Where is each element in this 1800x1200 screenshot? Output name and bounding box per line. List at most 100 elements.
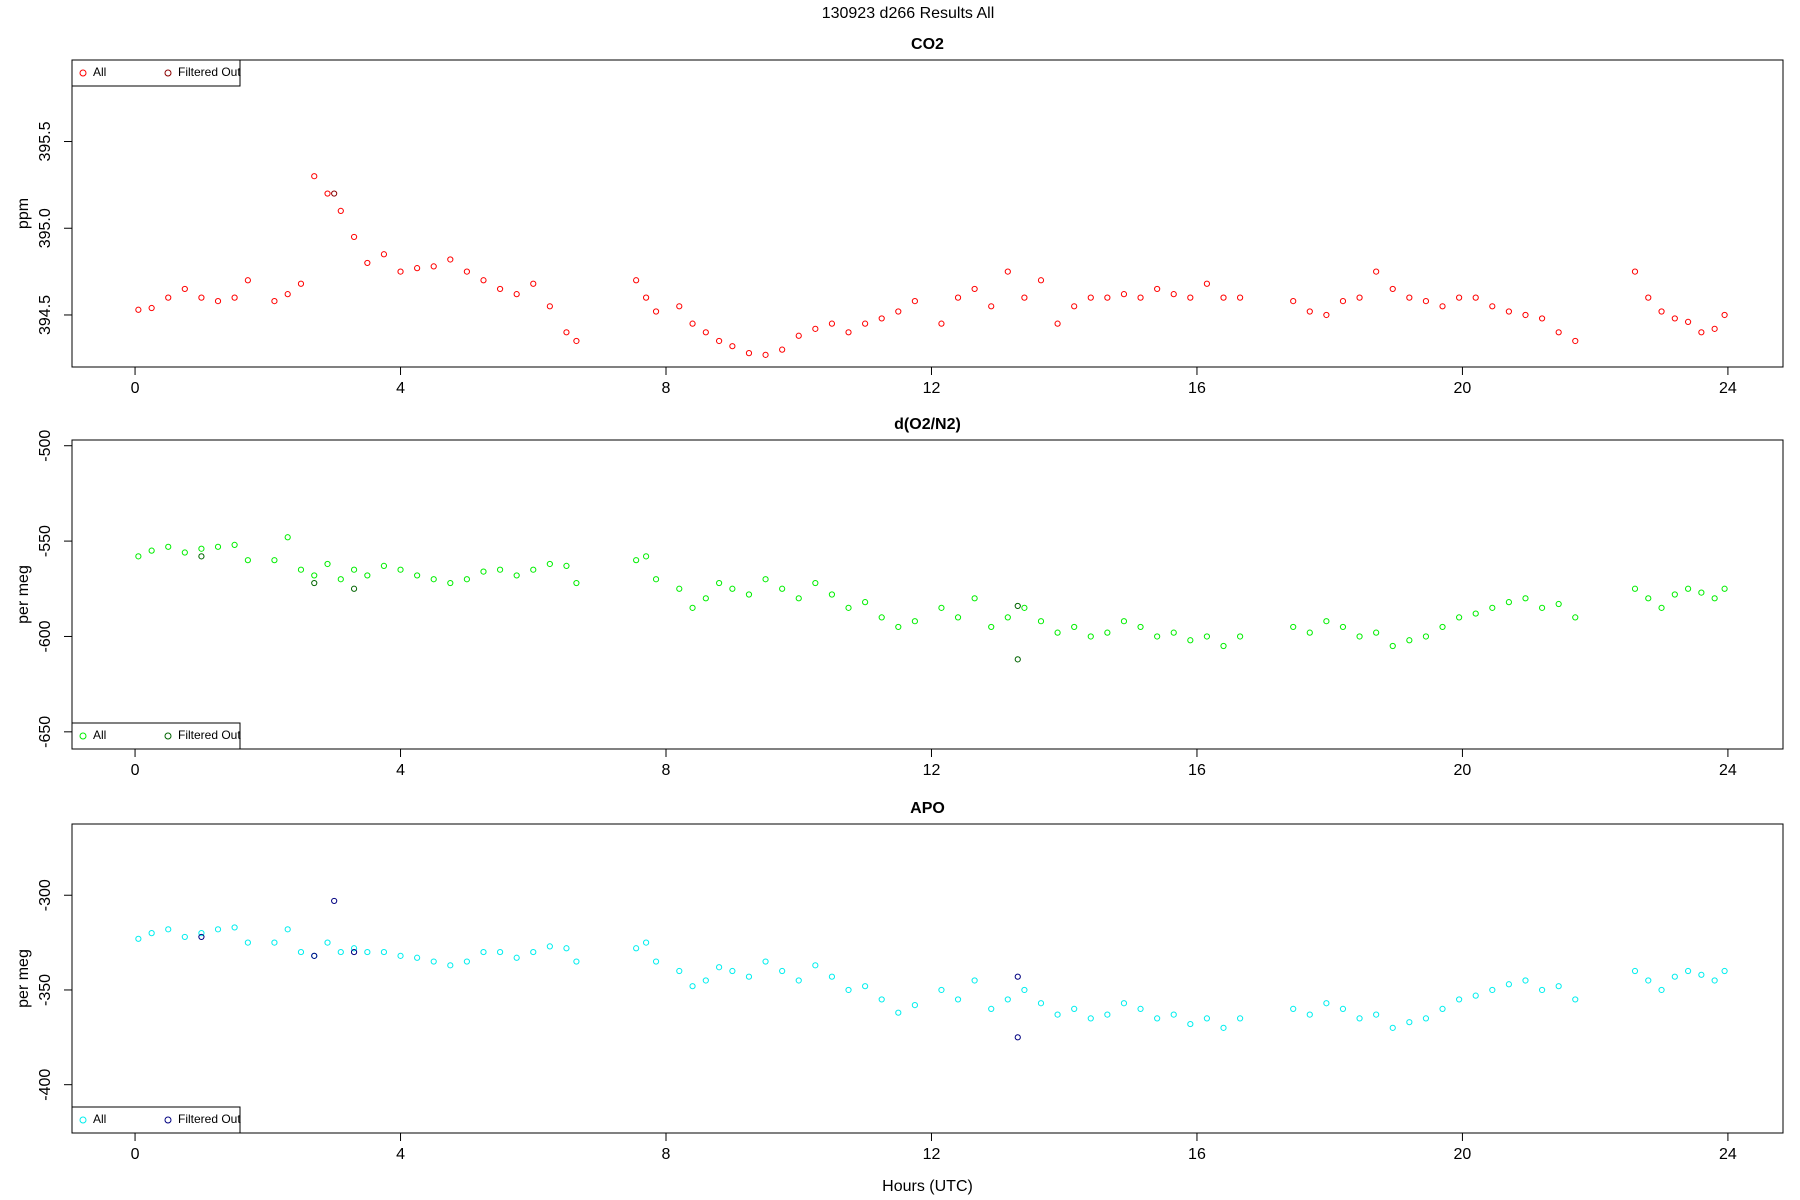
data-point xyxy=(380,251,388,258)
data-point xyxy=(284,534,291,541)
data-point xyxy=(1522,977,1529,984)
data-point xyxy=(337,207,344,214)
data-point xyxy=(762,576,769,583)
data-point xyxy=(1071,623,1078,631)
data-point xyxy=(828,973,836,980)
data-point xyxy=(1522,595,1529,602)
data-point xyxy=(1137,294,1144,301)
data-point xyxy=(214,297,222,305)
legend-label: All xyxy=(93,1112,106,1126)
data-point xyxy=(337,576,344,583)
data-point xyxy=(938,604,945,611)
data-point xyxy=(689,320,696,327)
data-point xyxy=(311,579,318,587)
data-point xyxy=(633,557,640,564)
data-point xyxy=(878,315,885,322)
data-point xyxy=(1555,983,1562,990)
data-point xyxy=(414,265,421,272)
data-point xyxy=(895,308,902,315)
data-point xyxy=(513,954,520,961)
data-point xyxy=(397,952,404,959)
data-point xyxy=(689,604,696,611)
data-point xyxy=(729,343,736,350)
data-point xyxy=(642,553,650,560)
data-point xyxy=(297,566,305,573)
data-point xyxy=(1220,294,1227,301)
data-point xyxy=(1572,996,1579,1003)
data-point xyxy=(795,977,802,984)
data-point xyxy=(633,945,640,952)
x-tick-label: 12 xyxy=(923,380,941,397)
data-point xyxy=(350,948,358,956)
data-point xyxy=(878,996,885,1003)
data-point xyxy=(1170,291,1177,298)
data-point xyxy=(135,306,142,313)
panel-title: d(O2/N2) xyxy=(894,416,961,433)
data-point xyxy=(1356,1015,1363,1022)
data-point xyxy=(350,566,358,573)
data-point xyxy=(563,329,570,336)
data-point xyxy=(795,595,802,602)
legend-marker xyxy=(79,732,87,740)
data-point xyxy=(1684,585,1692,592)
data-point xyxy=(1021,986,1028,994)
y-tick-label: -300 xyxy=(37,879,54,911)
data-point xyxy=(1698,589,1705,596)
x-tick-label: 24 xyxy=(1719,762,1737,779)
data-point xyxy=(1389,285,1396,293)
data-point xyxy=(938,320,945,327)
data-point xyxy=(729,967,736,975)
data-point xyxy=(364,572,371,579)
data-point xyxy=(745,591,753,598)
data-point xyxy=(1422,1015,1430,1022)
data-point xyxy=(1137,623,1144,631)
data-point xyxy=(878,614,885,621)
panel: APO 0 4 8 12 16 20 24 -400 -350 -300 per meg Hours (… xyxy=(15,800,1784,1195)
x-tick-label: 0 xyxy=(131,380,140,397)
data-point xyxy=(1631,967,1639,975)
data-point xyxy=(862,599,869,606)
data-point xyxy=(1439,1005,1446,1013)
data-point xyxy=(530,280,537,287)
data-point xyxy=(895,1009,902,1016)
x-tick-label: 0 xyxy=(131,1146,140,1163)
data-point xyxy=(135,935,142,942)
data-point xyxy=(1037,277,1045,284)
data-point xyxy=(716,964,723,971)
data-point xyxy=(1522,311,1529,319)
data-point xyxy=(1203,280,1211,287)
data-point xyxy=(530,948,537,956)
data-point xyxy=(1538,315,1546,322)
data-point xyxy=(1154,633,1161,640)
panel-title: CO2 xyxy=(911,36,944,53)
legend-label: All xyxy=(93,728,106,742)
data-point xyxy=(716,579,723,587)
legend-marker xyxy=(79,69,87,77)
y-tick-label: 395.5 xyxy=(37,121,54,161)
data-point xyxy=(1087,1015,1094,1022)
data-point xyxy=(702,595,709,602)
data-point xyxy=(1104,1011,1111,1018)
data-point xyxy=(198,545,205,552)
data-point xyxy=(1054,629,1061,636)
data-point xyxy=(971,977,978,984)
data-point xyxy=(1339,1005,1347,1013)
data-point xyxy=(414,572,421,579)
page-title: 130923 d266 Results All xyxy=(822,5,995,22)
data-point xyxy=(1671,973,1678,980)
data-point xyxy=(337,948,344,956)
data-point xyxy=(513,291,520,298)
data-point xyxy=(676,585,683,592)
data-point xyxy=(324,190,331,197)
data-point xyxy=(652,958,660,965)
data-point xyxy=(1104,629,1111,636)
data-point xyxy=(1004,614,1011,621)
data-point xyxy=(1645,595,1652,602)
data-point xyxy=(862,320,869,327)
x-tick-label: 12 xyxy=(923,1146,941,1163)
data-point xyxy=(1645,294,1652,301)
data-point xyxy=(311,952,318,959)
data-point xyxy=(1120,618,1128,625)
data-point xyxy=(1505,308,1512,315)
